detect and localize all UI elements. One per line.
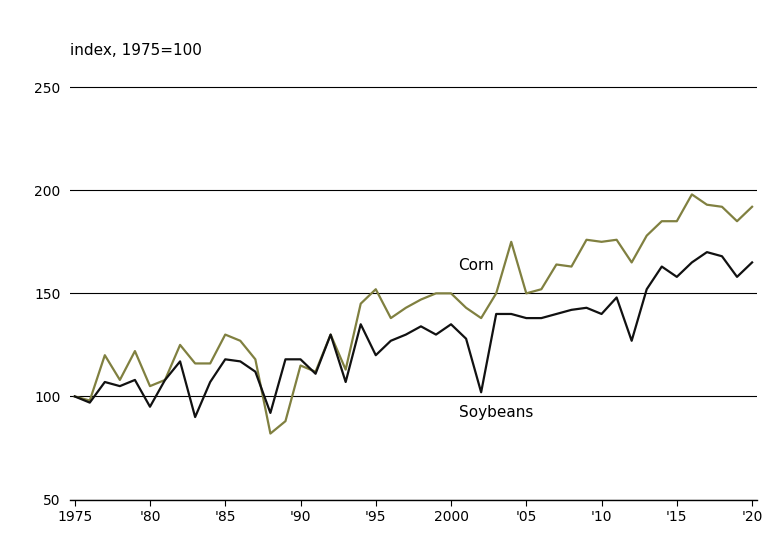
Text: Soybeans: Soybeans <box>459 405 533 420</box>
Text: Corn: Corn <box>459 258 495 273</box>
Text: index, 1975=100: index, 1975=100 <box>70 43 202 58</box>
